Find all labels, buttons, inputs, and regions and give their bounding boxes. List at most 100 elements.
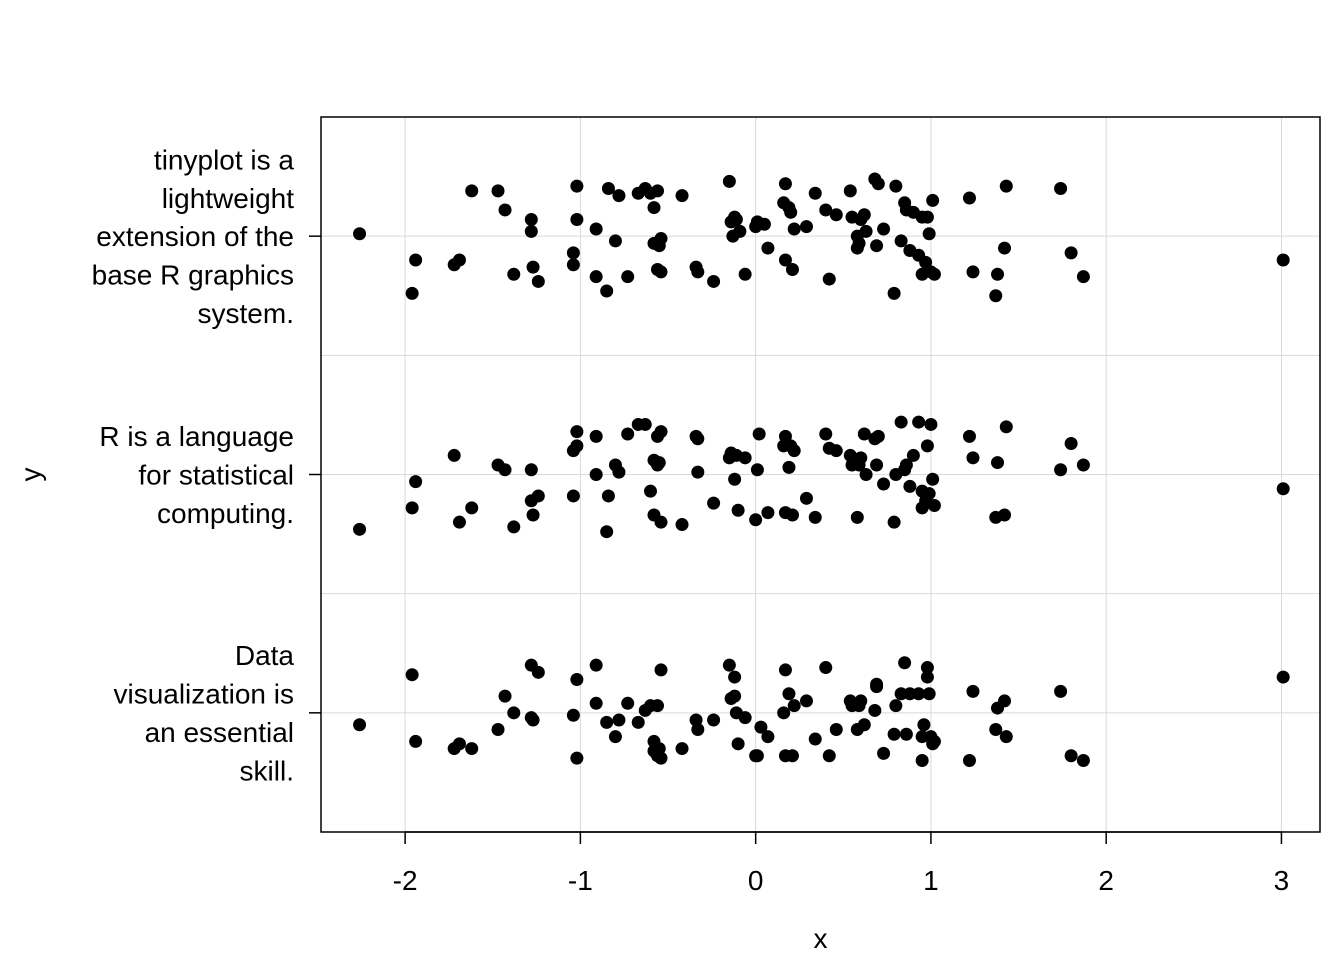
data-point bbox=[353, 522, 367, 536]
data-point bbox=[589, 658, 603, 672]
data-point bbox=[989, 289, 1003, 303]
y-tick-label-r: R is a language for statistical computing. bbox=[99, 421, 294, 529]
data-point bbox=[871, 429, 885, 443]
x-tick-label: 1 bbox=[923, 865, 939, 896]
data-point bbox=[989, 723, 1003, 737]
data-point bbox=[926, 193, 940, 207]
data-point bbox=[761, 730, 775, 744]
y-tick-label-line: Data bbox=[235, 640, 295, 671]
data-point bbox=[1064, 749, 1078, 763]
data-point bbox=[785, 508, 799, 522]
data-point bbox=[524, 463, 538, 477]
data-point bbox=[819, 203, 833, 217]
data-point bbox=[870, 677, 884, 691]
data-point bbox=[1076, 270, 1090, 284]
data-point bbox=[566, 708, 580, 722]
y-tick-label-line: for statistical bbox=[138, 460, 294, 491]
data-point bbox=[465, 501, 479, 515]
data-point bbox=[353, 227, 367, 241]
data-point bbox=[638, 417, 652, 431]
data-point bbox=[654, 751, 668, 765]
y-tick-label-line: an essential bbox=[145, 717, 294, 748]
data-point bbox=[600, 715, 614, 729]
data-point bbox=[621, 270, 635, 284]
data-point bbox=[998, 241, 1012, 255]
data-point bbox=[524, 212, 538, 226]
x-axis-title: x bbox=[814, 923, 828, 954]
y-tick-label-line: system. bbox=[198, 298, 294, 329]
data-point bbox=[754, 720, 768, 734]
data-point bbox=[589, 222, 603, 236]
data-point bbox=[998, 508, 1012, 522]
data-point bbox=[507, 520, 521, 534]
data-point bbox=[654, 515, 668, 529]
data-point bbox=[962, 754, 976, 767]
data-point bbox=[870, 239, 884, 253]
data-point bbox=[924, 417, 938, 431]
y-tick-label-line: visualization is bbox=[113, 679, 294, 710]
data-point bbox=[991, 267, 1005, 281]
data-point bbox=[857, 718, 871, 732]
data-point bbox=[722, 174, 736, 188]
data-point bbox=[566, 246, 580, 260]
data-points bbox=[353, 172, 1290, 767]
data-point bbox=[926, 472, 940, 486]
data-point bbox=[761, 506, 775, 520]
data-point bbox=[729, 212, 743, 226]
data-point bbox=[654, 663, 668, 677]
data-point bbox=[631, 715, 645, 729]
data-point bbox=[691, 723, 705, 737]
data-point bbox=[920, 661, 934, 675]
data-point bbox=[829, 723, 843, 737]
data-point bbox=[621, 696, 635, 710]
data-point bbox=[894, 415, 908, 429]
data-point bbox=[1054, 182, 1068, 195]
data-point bbox=[643, 484, 657, 498]
data-point bbox=[465, 184, 479, 198]
data-point bbox=[799, 694, 813, 708]
data-point bbox=[589, 429, 603, 443]
data-point bbox=[999, 730, 1013, 744]
data-point bbox=[757, 217, 771, 231]
data-point bbox=[608, 234, 622, 248]
x-tick-label: -1 bbox=[568, 865, 593, 896]
data-point bbox=[822, 749, 836, 763]
data-point bbox=[829, 208, 843, 222]
data-point bbox=[612, 189, 626, 203]
data-point bbox=[612, 465, 626, 479]
data-point bbox=[887, 515, 901, 529]
data-point bbox=[589, 270, 603, 284]
data-point bbox=[808, 510, 822, 524]
data-point bbox=[782, 687, 796, 701]
data-point bbox=[452, 253, 466, 267]
data-point bbox=[491, 723, 505, 737]
data-point bbox=[707, 496, 721, 510]
data-point bbox=[871, 177, 885, 191]
data-point bbox=[1076, 458, 1090, 472]
x-tick-label: 3 bbox=[1274, 865, 1290, 896]
data-point bbox=[785, 263, 799, 277]
x-tick-label: 0 bbox=[748, 865, 764, 896]
data-point bbox=[966, 684, 980, 698]
data-point bbox=[787, 444, 801, 458]
data-point bbox=[787, 222, 801, 236]
data-point bbox=[877, 477, 891, 491]
data-point bbox=[526, 508, 540, 522]
data-point bbox=[570, 179, 584, 193]
data-point bbox=[899, 727, 913, 741]
data-point bbox=[922, 227, 936, 241]
data-point bbox=[752, 427, 766, 441]
data-point bbox=[966, 451, 980, 465]
data-point bbox=[922, 487, 936, 501]
data-point bbox=[526, 260, 540, 274]
data-point bbox=[782, 460, 796, 474]
data-point bbox=[778, 429, 792, 443]
data-point bbox=[570, 672, 584, 686]
data-point bbox=[920, 210, 934, 224]
y-tick-label-line: lightweight bbox=[162, 183, 295, 214]
data-point bbox=[898, 656, 912, 670]
data-point bbox=[912, 687, 926, 701]
data-point bbox=[405, 668, 419, 682]
data-point bbox=[889, 699, 903, 713]
data-point bbox=[447, 448, 461, 462]
